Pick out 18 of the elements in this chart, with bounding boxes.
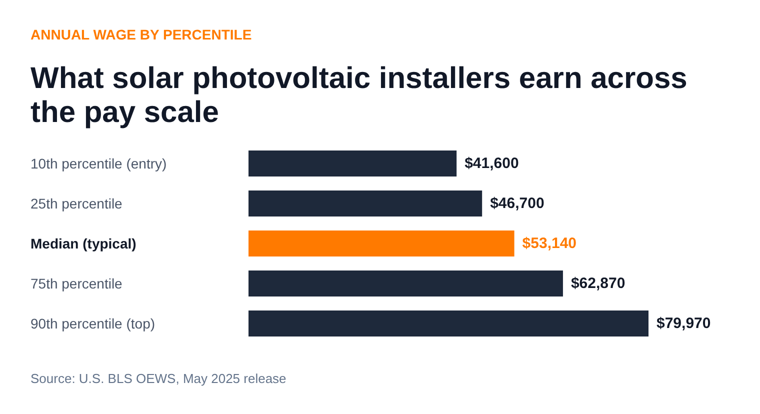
y-tick-label: 75th percentile <box>30 276 123 292</box>
y-tick-label: 25th percentile <box>30 196 123 212</box>
bar <box>248 150 457 176</box>
y-tick-label: 10th percentile (entry) <box>30 156 167 172</box>
y-tick-label: 90th percentile (top) <box>30 316 156 332</box>
data-label: $41,600 <box>464 155 519 172</box>
chart-subtitle: ANNUAL WAGE BY PERCENTILE <box>30 26 252 42</box>
source-note: Source: U.S. BLS OEWS, May 2025 release <box>30 371 286 386</box>
data-label: $79,970 <box>656 315 711 332</box>
data-label: $62,870 <box>570 275 626 292</box>
data-label: $46,700 <box>490 195 544 212</box>
bar <box>248 190 482 216</box>
bar <box>248 230 514 256</box>
chart-title: What solar photovoltaic installers earn across the pay scale <box>30 62 688 129</box>
bar <box>248 270 563 296</box>
y-tick-label: Median (typical) <box>30 236 136 252</box>
bar <box>248 310 648 336</box>
data-label: $53,140 <box>522 235 577 252</box>
